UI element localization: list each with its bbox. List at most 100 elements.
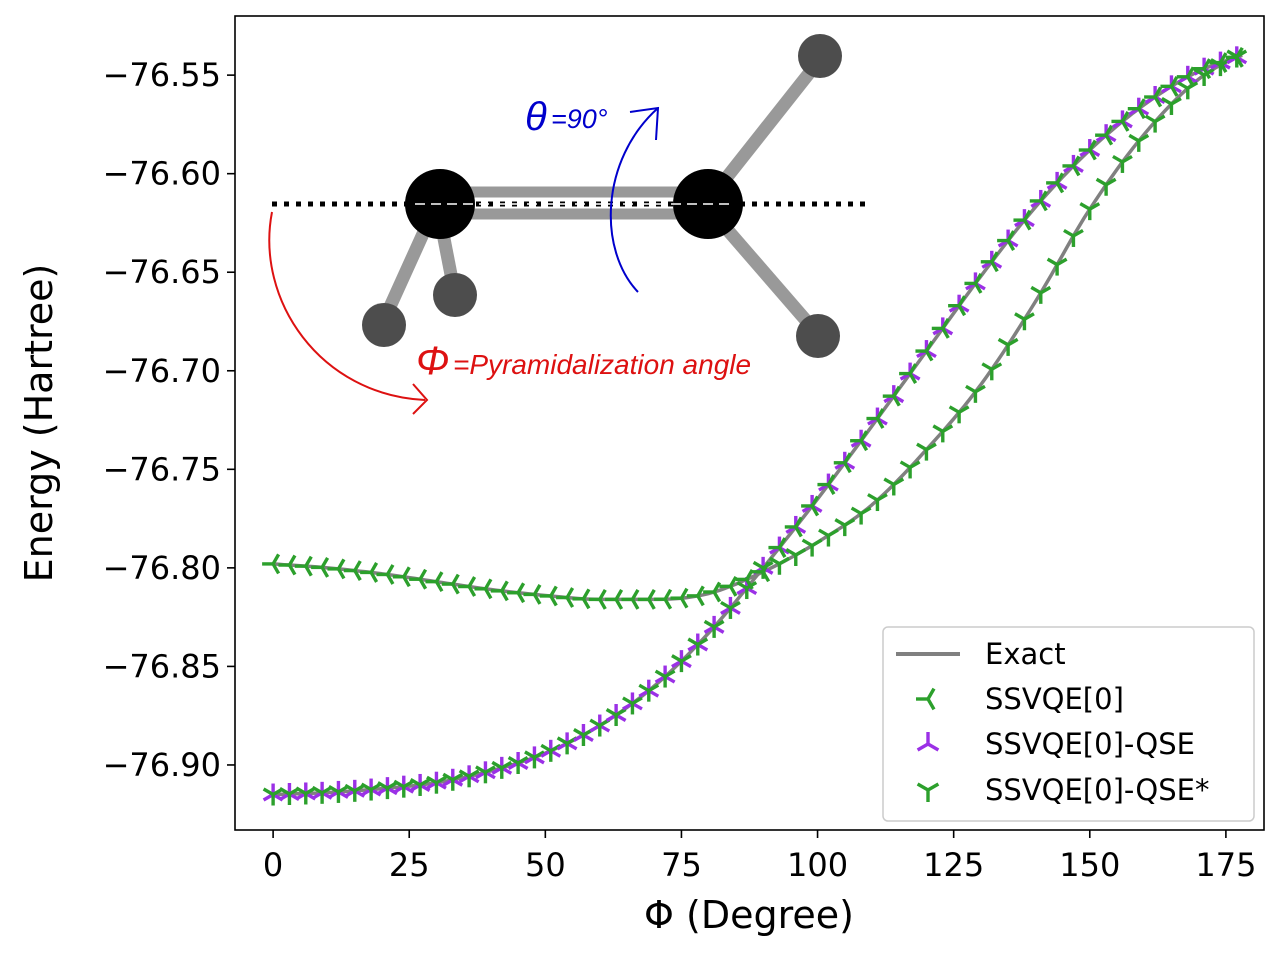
marker-ssvqe-qse-star — [981, 362, 1003, 381]
marker-ssvqe — [915, 340, 934, 362]
marker-ssvqe-qse-star — [426, 775, 447, 794]
y-tick-label: −76.80 — [103, 549, 221, 587]
marker-ssvqe — [278, 554, 297, 576]
y-tick-label: −76.75 — [103, 450, 221, 488]
marker-ssvqe — [1193, 58, 1212, 80]
y-axis-label: Energy (Hartree) — [17, 264, 61, 583]
marker-ssvqe — [441, 573, 460, 595]
marker-ssvqe — [556, 587, 575, 608]
marker-ssvqe-qse-star — [458, 769, 480, 788]
marker-ssvqe-qse-star — [1014, 312, 1035, 331]
marker-ssvqe — [539, 585, 558, 607]
marker-ssvqe — [1095, 124, 1114, 146]
marker-ssvqe-qse-star — [654, 669, 676, 688]
marker-ssvqe — [768, 537, 787, 558]
marker-ssvqe — [294, 555, 313, 577]
marker-ssvqe-qse-star — [916, 442, 937, 461]
marker-ssvqe-qse-star — [867, 493, 888, 512]
y-tick-label: −76.90 — [103, 746, 221, 784]
marker-ssvqe-qse-star — [948, 405, 970, 424]
marker-ssvqe-qse-star — [850, 506, 872, 525]
marker-ssvqe — [654, 588, 673, 610]
marker-ssvqe-qse-star — [899, 460, 921, 479]
marker-ssvqe-qse-star — [1144, 114, 1166, 133]
x-axis-label: Φ (Degree) — [644, 893, 854, 937]
marker-ssvqe — [1046, 172, 1065, 194]
marker-ssvqe-qse-star — [720, 600, 741, 619]
marker-ssvqe — [409, 568, 428, 590]
marker-ssvqe — [997, 230, 1016, 251]
marker-ssvqe — [801, 495, 820, 517]
x-tick-label: 150 — [1059, 846, 1120, 884]
bond-right-down — [707, 207, 821, 337]
marker-ssvqe — [964, 273, 983, 294]
marker-ssvqe — [1013, 209, 1032, 231]
marker-ssvqe — [948, 295, 967, 317]
marker-ssvqe — [1160, 75, 1179, 97]
marker-ssvqe-qse-star — [801, 538, 823, 557]
marker-ssvqe — [637, 589, 656, 610]
marker-ssvqe-qse-star — [393, 779, 415, 798]
marker-ssvqe — [1225, 46, 1244, 68]
marker-ssvqe — [719, 575, 738, 597]
x-tick-label: 25 — [389, 846, 430, 884]
marker-ssvqe-qse-star — [1079, 202, 1101, 221]
marker-ssvqe-qse-star — [507, 756, 529, 774]
y-axis-ticks: −76.55 −76.60 −76.65 −76.70 −76.75 −76.80 −76.… — [103, 56, 235, 784]
y-tick-label: −76.70 — [103, 352, 221, 390]
marker-ssvqe-qse-star — [540, 743, 562, 762]
marker-ssvqe — [1209, 52, 1228, 73]
phi-label: =Pyramidalization angle — [453, 349, 751, 380]
marker-ssvqe-qse-star — [687, 637, 709, 656]
marker-ssvqe — [1111, 111, 1130, 132]
marker-ssvqe — [1062, 155, 1081, 177]
legend-marker — [916, 782, 940, 802]
marker-ssvqe — [686, 585, 705, 607]
marker-ssvqe — [899, 363, 918, 384]
marker-ssvqe — [1127, 98, 1146, 120]
legend-label-ssvqe-qse: SSVQE[0]-QSE — [985, 727, 1195, 761]
marker-ssvqe — [735, 569, 754, 590]
phi-arrow-head — [412, 383, 429, 415]
marker-ssvqe — [262, 553, 281, 575]
molecule-inset: θ =90° Φ =Pyramidalization angle — [268, 34, 870, 415]
marker-layer — [262, 46, 1248, 806]
legend-swatch-ssvqe-qse — [916, 732, 940, 752]
marker-ssvqe-qse-star — [834, 518, 856, 537]
marker-ssvqe — [490, 580, 509, 602]
marker-ssvqe — [1029, 190, 1048, 212]
x-axis-ticks: 0 25 50 75 100 125 150 175 — [263, 830, 1256, 884]
marker-ssvqe-qse-star — [409, 777, 431, 796]
x-tick-label: 0 — [263, 846, 283, 884]
marker-ssvqe — [784, 516, 803, 538]
marker-ssvqe-qse-star — [703, 619, 725, 638]
marker-ssvqe-qse-star — [605, 708, 627, 727]
x-tick-label: 50 — [525, 846, 566, 884]
marker-ssvqe-qse-star — [442, 772, 464, 791]
marker-ssvqe-qse-star — [491, 760, 513, 779]
x-tick-label: 125 — [923, 846, 984, 884]
x-tick-label: 75 — [661, 846, 702, 884]
hydrogen-atom — [798, 34, 842, 78]
marker-ssvqe — [752, 561, 771, 583]
marker-ssvqe — [882, 385, 901, 407]
marker-ssvqe-qse-star — [671, 654, 692, 673]
marker-ssvqe — [850, 430, 869, 452]
marker-ssvqe — [1144, 86, 1163, 108]
marker-ssvqe-qse-star — [1063, 228, 1084, 247]
phi-symbol: Φ — [416, 339, 449, 383]
hydrogen-atom — [796, 314, 840, 358]
theta-symbol: θ — [525, 95, 547, 139]
legend-label-ssvqe: SSVQE[0] — [985, 682, 1124, 716]
marker-ssvqe-qse-star — [622, 696, 643, 715]
hydrogen-atom — [362, 303, 406, 347]
marker-ssvqe-qse-star — [883, 477, 905, 496]
x-tick-label: 100 — [787, 846, 848, 884]
y-tick-label: −76.85 — [103, 647, 221, 685]
marker-ssvqe-qse-star — [1046, 257, 1068, 276]
marker-ssvqe — [931, 318, 950, 339]
marker-ssvqe-qse-star — [818, 528, 839, 547]
marker-ssvqe-qse-star — [1030, 285, 1052, 304]
